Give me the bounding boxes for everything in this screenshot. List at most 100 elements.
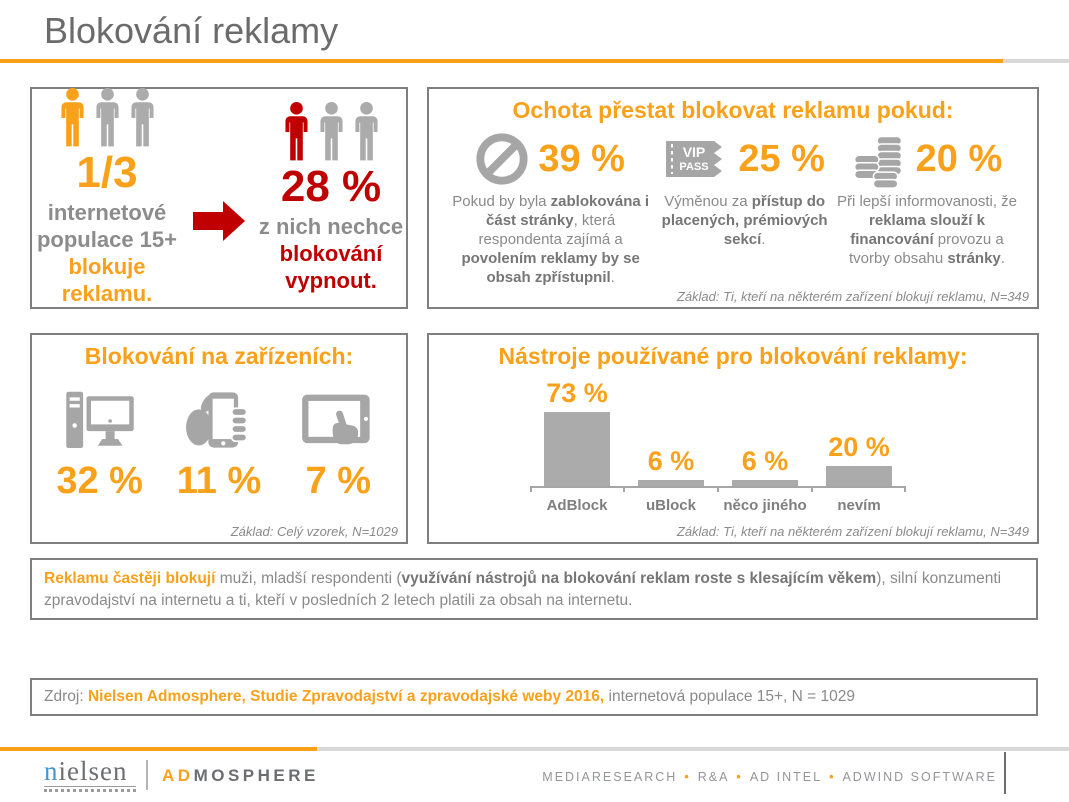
- highlight-box: Reklamu častěji blokují muži, mladší res…: [30, 558, 1038, 620]
- admosphere-logo: ADMOSPHERE: [162, 766, 319, 785]
- willingness-value: 20 %: [915, 137, 1003, 180]
- population-right-text: z nich nechce blokování vypnout.: [259, 214, 403, 294]
- bar-chart: 73 % 6 % 6 % 20 %: [530, 375, 906, 492]
- device-icon-wrap: [185, 384, 253, 458]
- axis-tick: [623, 486, 625, 492]
- source-text: Zdroj: Nielsen Admosphere, Studie Zpravo…: [44, 688, 856, 705]
- bar-slot: 73 %: [530, 378, 624, 486]
- willingness-value: 39 %: [538, 137, 625, 180]
- text-line: vypnout.: [285, 267, 377, 293]
- bar-slot: 20 %: [812, 432, 906, 486]
- nielsen-wordmark: nielsen: [44, 758, 136, 787]
- axis-tick: [717, 486, 719, 492]
- device-item-tablet: 7 %: [279, 384, 397, 503]
- population-share-value: 1/3: [76, 148, 138, 198]
- category-label: AdBlock: [546, 497, 608, 514]
- devices-columns: 32 % 11 % 7 %: [32, 370, 406, 503]
- vip-pass-icon: VIP PASS: [666, 141, 723, 177]
- person-icon: [352, 102, 381, 162]
- footer-tagline: MEDIARESEARCH • R&A • AD INTEL • ADWIND SOFTWA…: [542, 770, 997, 784]
- person-icons-left: [58, 88, 157, 148]
- footer-rule-orange: [0, 747, 317, 751]
- person-icon: [282, 102, 311, 162]
- category-label: uBlock: [645, 497, 696, 514]
- willingness-item-unblock: 39 % Pokud by byla zablokována i část st…: [443, 128, 658, 287]
- text-line: populace 15+: [36, 227, 177, 253]
- nielsen-dots: [44, 789, 136, 792]
- device-value: 32 %: [56, 460, 143, 502]
- bar-value-label: 6 %: [741, 446, 789, 476]
- footer-rule: [0, 747, 1069, 751]
- arrow-right-icon: [192, 199, 246, 243]
- willingness-description: Výměnou za přístup do placených, prémiov…: [661, 193, 828, 249]
- person-icon: [93, 88, 122, 148]
- willingness-columns: 39 % Pokud by byla zablokována i část st…: [429, 124, 1037, 287]
- willingness-footnote: Základ: Ti, kteří na některém zařízení b…: [676, 289, 1029, 304]
- device-item-desktop: 32 %: [41, 384, 159, 503]
- person-icon: [317, 102, 346, 162]
- title-underline: [0, 59, 1069, 63]
- keep-blocking-value: 28 %: [280, 161, 382, 211]
- footer-vertical-line: [1004, 752, 1006, 794]
- willingness-value: 25 %: [738, 137, 825, 180]
- no-sign-icon: [476, 133, 528, 185]
- phone-in-hand-icon: [185, 387, 253, 455]
- bar-value-label: 6 %: [647, 446, 695, 476]
- willingness-head: 20 %: [852, 128, 1003, 190]
- willingness-item-vip: VIP PASS 25 % Výměnou za přístup do plac…: [658, 128, 831, 287]
- willingness-head: 39 %: [476, 128, 625, 190]
- bar-value-label: 20 %: [828, 432, 890, 462]
- chart-title: Nástroje používané pro blokování reklamy…: [498, 343, 968, 369]
- bar-slot: 6 %: [624, 446, 718, 486]
- bar-slot: 6 %: [718, 446, 812, 486]
- category-label: nevím: [837, 497, 881, 514]
- source-box: Zdroj: Nielsen Admosphere, Studie Zpravo…: [30, 678, 1038, 716]
- text-line: z nich nechce: [258, 213, 404, 239]
- text-line: blokuje reklamu.: [61, 254, 153, 306]
- willingness-title: Ochota přestat blokovat reklamu pokud:: [512, 97, 954, 123]
- chart-footnote: Základ: Ti, kteří na některém zařízení b…: [676, 524, 1029, 539]
- device-value: 7 %: [305, 460, 372, 502]
- axis-tick: [904, 486, 906, 492]
- population-left-text: internetové populace 15+ blokuje reklamu…: [32, 200, 182, 307]
- bar-category-labels: AdBlock uBlock něco jiného nevím: [530, 497, 906, 514]
- population-right: 28 % z nich nechce blokování vypnout.: [256, 102, 406, 295]
- axis-tick: [530, 486, 532, 492]
- person-icon: [128, 88, 157, 148]
- coins-icon: [852, 129, 906, 189]
- device-icon-wrap: [64, 384, 136, 458]
- devices-footnote: Základ: Celý vzorek, N=1029: [230, 524, 398, 539]
- svg-text:VIP: VIP: [683, 144, 706, 160]
- willingness-head: VIP PASS 25 %: [664, 128, 825, 190]
- devices-box: Blokování na zařízeních: 32 % 11 % 7 %: [30, 333, 408, 544]
- willingness-item-financing: 20 % Při lepší informovanosti, že reklam…: [831, 128, 1023, 287]
- brand-divider: [146, 760, 148, 790]
- tablet-touch-icon: [300, 391, 376, 451]
- tools-chart-box: Nástroje používané pro blokování reklamy…: [427, 333, 1039, 544]
- highlight-text: Reklamu častěji blokují muži, mladší res…: [44, 570, 1002, 610]
- axis-tick: [811, 486, 813, 492]
- bar-value-label: 73 %: [546, 378, 608, 408]
- population-box: 1/3 internetové populace 15+ blokuje rek…: [30, 87, 408, 309]
- willingness-box: Ochota přestat blokovat reklamu pokud: 3…: [427, 87, 1039, 309]
- footer-rule-gray: [317, 747, 1069, 751]
- willingness-description: Při lepší informovanosti, že reklama slo…: [836, 193, 1018, 268]
- population-left: 1/3 internetové populace 15+ blokuje rek…: [32, 88, 182, 308]
- device-icon-wrap: [300, 384, 376, 458]
- category-label: něco jiného: [723, 497, 807, 514]
- title-underline-orange: [0, 59, 1003, 63]
- person-icon: [58, 88, 87, 148]
- text-line: internetové: [47, 200, 167, 226]
- device-item-phone: 11 %: [160, 384, 278, 503]
- bar-dontknow: [826, 466, 892, 486]
- willingness-description: Pokud by byla zablokována i část stránky…: [452, 193, 650, 287]
- nielsen-logo: nielsen: [44, 758, 136, 792]
- title-underline-gray: [1003, 59, 1069, 63]
- page-title: Blokování reklamy: [44, 10, 339, 51]
- person-icons-right: [282, 102, 381, 162]
- svg-text:PASS: PASS: [680, 161, 709, 173]
- text-line: blokování: [279, 240, 383, 266]
- bar-other: [732, 480, 798, 486]
- desktop-icon: [64, 387, 136, 455]
